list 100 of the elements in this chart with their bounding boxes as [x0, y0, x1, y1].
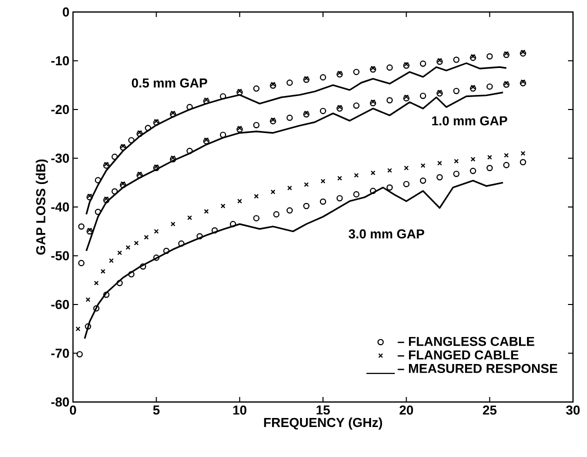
point: [370, 170, 376, 176]
point: [204, 97, 209, 102]
point: [453, 56, 460, 63]
point: [94, 208, 102, 216]
point: [144, 234, 149, 240]
x-tick-label: 25: [482, 406, 497, 415]
point: [304, 76, 309, 81]
point: [453, 88, 460, 94]
point: [253, 85, 260, 92]
y-tick-label: -30: [51, 154, 69, 163]
point: [186, 148, 193, 154]
point: [404, 166, 409, 170]
point: [337, 70, 342, 76]
point: [120, 144, 126, 151]
legend-label: – MEASURED RESPONSE: [398, 364, 558, 374]
point: [204, 209, 209, 214]
point: [86, 194, 93, 200]
y-tick-label: 0: [62, 7, 69, 17]
point: [94, 280, 99, 286]
point: [436, 90, 443, 97]
point: [170, 222, 176, 226]
point: [520, 79, 526, 84]
x-axis-title: FREQUENCY (GHz): [264, 418, 382, 430]
point: [104, 162, 109, 166]
point: [237, 88, 242, 94]
point: [270, 82, 276, 87]
point: [204, 137, 209, 142]
point: [178, 240, 184, 247]
point: [470, 84, 476, 90]
point: [437, 90, 442, 94]
point: [287, 186, 292, 190]
point: [253, 122, 260, 128]
point: [87, 228, 92, 232]
x-tick-label: 0: [70, 406, 76, 415]
y-tick-label: -10: [51, 56, 69, 66]
point: [520, 159, 526, 166]
point: [370, 100, 376, 106]
point: [196, 233, 203, 240]
point: [486, 53, 493, 60]
point: [404, 94, 409, 100]
point: [386, 184, 393, 191]
point: [403, 95, 410, 102]
point: [420, 92, 426, 99]
point: [220, 132, 226, 138]
x-tick-label: 30: [566, 406, 580, 415]
point: [504, 51, 509, 56]
point: [100, 268, 106, 274]
point: [93, 305, 100, 312]
point: [436, 58, 443, 65]
point: [437, 58, 442, 63]
point: [353, 68, 360, 76]
point: [520, 50, 526, 57]
point: [286, 207, 293, 214]
point: [170, 155, 176, 160]
annotation: 3.0 mm GAP: [348, 229, 424, 238]
point: [304, 182, 309, 187]
point: [126, 245, 130, 250]
point: [470, 168, 476, 174]
point: [78, 223, 84, 230]
point: [253, 215, 260, 222]
point: [153, 120, 160, 126]
point: [387, 168, 392, 173]
point: [353, 191, 360, 198]
point: [420, 163, 426, 168]
point: [117, 250, 122, 256]
point: [486, 83, 493, 90]
point: [154, 164, 159, 169]
point: [337, 104, 342, 110]
point: [403, 62, 410, 69]
point: [94, 177, 102, 184]
point: [270, 82, 276, 89]
point: [270, 190, 276, 194]
point: [336, 71, 343, 78]
point: [140, 263, 146, 270]
point: [153, 254, 160, 261]
point: [370, 66, 376, 70]
point: [87, 193, 92, 198]
y-tick-label: -60: [51, 300, 69, 310]
point: [103, 162, 110, 169]
point: [112, 154, 118, 160]
point: [520, 80, 526, 86]
annotation: 1.0 mm GAP: [432, 116, 508, 126]
point: [136, 172, 143, 178]
point: [220, 204, 226, 208]
point: [437, 160, 442, 166]
point: [187, 215, 192, 220]
point: [186, 104, 193, 110]
point: [254, 194, 259, 199]
point: [104, 196, 109, 202]
point: [303, 202, 310, 210]
point: [112, 188, 118, 195]
point: [120, 182, 126, 188]
point: [353, 102, 360, 109]
point: [137, 171, 142, 176]
point: [136, 130, 143, 138]
legend-label: – FLANGLESS CABLE: [398, 336, 534, 346]
point: [144, 124, 152, 132]
point: [84, 323, 92, 330]
point: [504, 80, 509, 86]
point: [134, 240, 139, 246]
